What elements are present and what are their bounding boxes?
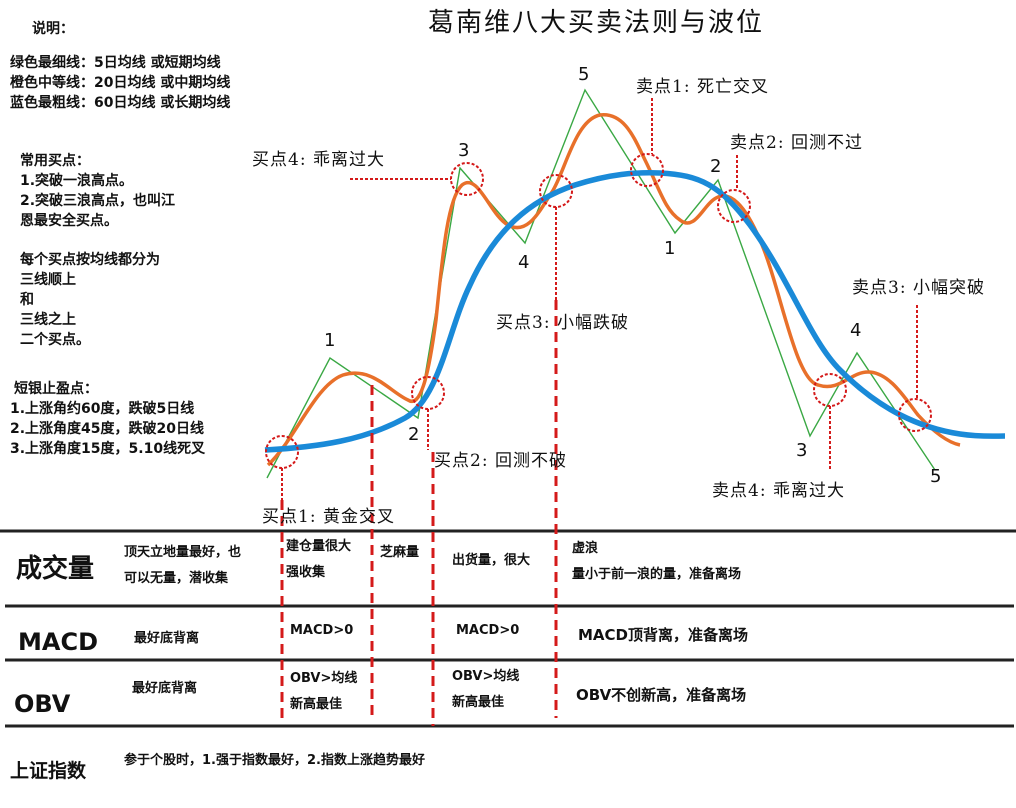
obv-cell-1: 最好底背离 [132,681,198,696]
buy-category-line: 三线顺上 [20,272,76,288]
cell-line: 可以无量，潜收集 [124,571,229,586]
row-label-volume: 成交量 [16,554,95,584]
sell1-annotation: 卖点1: 死亡交叉 [636,77,769,97]
wave-label-down5: 5 [930,466,942,487]
row-label-index: 上证指数 [10,760,87,782]
profit-notes-line: 1.上涨角约60度，跌破5日线 [10,401,195,417]
cell-line: 新高最佳 [452,695,505,710]
wave-label-up4: 4 [518,252,530,273]
profit-notes-line: 3.上涨角度15度，5.10线死叉 [10,441,206,457]
buy2-annotation: 买点2: 回测不破 [434,451,567,471]
wave-label-down3: 3 [796,440,808,461]
buy1-circle [265,435,299,469]
sell2-annotation: 卖点2: 回测不过 [730,133,863,153]
volume-cell-3: 芝麻量 [380,545,420,560]
buy-notes-line: 1.突破一浪高点。 [20,173,134,189]
obv-cell-2: OBV>均线 新高最佳 [290,666,357,718]
buy3-circle [539,174,573,208]
wave-label-down4: 4 [850,320,862,341]
obv-cell-5: OBV不创新高，准备离场 [576,686,747,704]
buy-notes-heading: 常用买点： [20,153,90,169]
buy-notes-line: 恩最安全买点。 [20,213,118,229]
wave-label-down2: 2 [710,156,722,177]
cell-line: 量小于前一浪的量，准备离场 [572,567,742,582]
cell-line: 顶天立地量最好，也 [124,545,242,560]
volume-cell-1: 顶天立地量最好，也 可以无量，潜收集 [124,540,241,592]
ma5-line [266,88,936,479]
buy-category-line: 二个买点。 [20,332,90,348]
profit-notes-line: 2.上涨角度45度，跌破20日线 [10,421,205,437]
sell1-circle [630,153,664,187]
macd-cell-5: MACD顶背离，准备离场 [578,626,748,644]
sell2-circle [717,189,751,223]
legend-line-ma20: 橙色中等线：20日均线 或中期均线 [10,75,231,91]
ma20-line [266,113,961,467]
buy-category-line: 每个买点按均线都分为 [20,252,160,268]
cell-line: OBV>均线 [290,671,358,686]
cell-line: OBV>均线 [452,669,520,684]
cell-line: 强收集 [286,565,326,580]
profit-notes-heading: 短银止盈点： [14,381,98,397]
buy1-annotation: 买点1: 黄金交叉 [262,507,395,527]
buy4-annotation: 买点4: 乖离过大 [252,150,385,170]
wave-label-down1: 1 [664,238,676,259]
legend-line-ma5: 绿色最细线：5日均线 或短期均线 [10,55,221,71]
wave-label-up5: 5 [578,64,590,85]
sell4-circle [813,373,847,407]
macd-cell-2: MACD>0 [290,623,354,638]
buy-category-line: 三线之上 [20,312,76,328]
ma60-line [264,170,1006,453]
sell3-circle [898,398,932,432]
sell4-annotation: 卖点4: 乖离过大 [712,481,845,501]
macd-cell-1: 最好底背离 [134,631,200,646]
row-label-macd: MACD [18,628,98,656]
cell-line: 虚浪 [572,541,599,556]
volume-cell-2: 建仓量很大 强收集 [286,534,351,586]
legend-line-ma60: 蓝色最粗线：60日均线 或长期均线 [10,95,231,111]
cell-line: 新高最佳 [290,697,343,712]
volume-cell-4: 出货量，很大 [452,553,531,568]
buy-notes-line: 2.突破三浪高点，也叫江 [20,193,176,209]
macd-cell-4: MACD>0 [456,623,520,638]
diagram-title: 葛南维八大买卖法则与波位 [428,8,765,38]
obv-cell-4: OBV>均线 新高最佳 [452,664,519,716]
buy2-circle [411,376,445,410]
index-cell-1: 参于个股时，1.强于指数最好，2.指数上涨趋势最好 [124,753,425,768]
wave-label-up1: 1 [324,330,336,351]
legend-heading: 说明： [32,21,74,37]
buy4-circle [450,162,484,196]
cell-line: 建仓量很大 [286,539,352,554]
buy3-annotation: 买点3: 小幅跌破 [496,313,629,333]
wave-label-up3: 3 [458,140,470,161]
buy-category-line: 和 [20,292,34,308]
volume-cell-5: 虚浪 量小于前一浪的量，准备离场 [572,536,741,588]
row-label-obv: OBV [14,690,71,718]
sell3-annotation: 卖点3: 小幅突破 [852,278,985,298]
wave-label-up2: 2 [408,424,420,445]
